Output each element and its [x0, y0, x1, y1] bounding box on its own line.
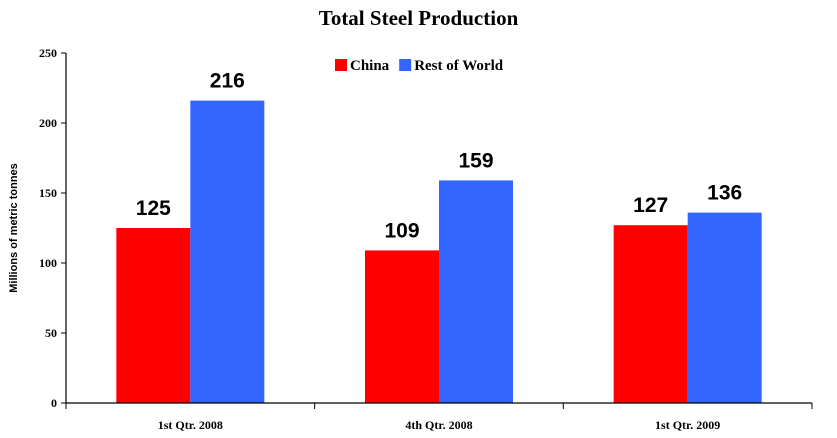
bar-china-3: [613, 225, 688, 403]
bar-rest-of-world-3: [687, 212, 762, 403]
chart-title: Total Steel Production: [318, 6, 519, 30]
data-label-china-1: 125: [136, 197, 171, 220]
y-tick-label: 50: [45, 326, 57, 340]
data-labels-group: 125 216 109 159 127 136: [136, 70, 742, 243]
y-tick-label: 150: [39, 186, 57, 200]
data-label-rest-of-world-2: 159: [458, 149, 493, 172]
bar-china-2: [365, 250, 439, 403]
data-label-china-2: 109: [384, 219, 419, 242]
y-tick-label: 0: [51, 396, 57, 410]
data-label-rest-of-world-3: 136: [707, 182, 742, 205]
legend-label-rest-of-world: Rest of World: [414, 58, 504, 74]
bar-rest-of-world-2: [439, 180, 513, 403]
y-tick-label: 200: [39, 116, 57, 130]
axes-group: 1st Qtr. 2008 4th Qtr. 2008 1st Qtr. 2009 0…: [8, 46, 813, 432]
legend: China Rest of World: [335, 58, 504, 74]
legend-swatch-china: [335, 59, 347, 71]
legend-label-china: China: [350, 58, 390, 74]
data-label-china-3: 127: [633, 194, 668, 217]
data-label-rest-of-world-1: 216: [210, 70, 245, 93]
bar-rest-of-world-1: [190, 100, 265, 403]
x-tick-label: 1st Qtr. 2009: [655, 418, 720, 432]
y-axis-label: Millions of metric tonnes: [8, 163, 20, 293]
y-tick-label: 250: [39, 46, 57, 60]
bar-china-1: [116, 228, 191, 403]
bars-group: [116, 100, 762, 403]
legend-swatch-rest-of-world: [399, 59, 412, 71]
y-tick-label: 100: [39, 256, 57, 270]
x-tick-label: 4th Qtr. 2008: [405, 418, 472, 432]
x-tick-label: 1st Qtr. 2008: [158, 418, 223, 432]
